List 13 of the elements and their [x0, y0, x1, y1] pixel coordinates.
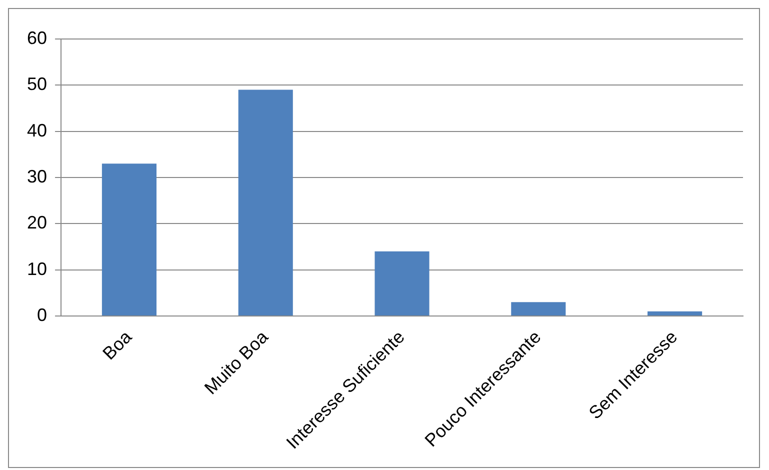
bar [374, 251, 430, 316]
bar [648, 311, 702, 316]
bar [102, 164, 156, 316]
x-tick-label: Boa [98, 326, 136, 364]
bar [238, 90, 293, 316]
y-tick-label: 10 [26, 258, 48, 279]
y-tick-label: 60 [26, 28, 48, 48]
y-tick-label: 30 [26, 166, 48, 186]
bar [511, 302, 566, 316]
y-tick-label: 40 [26, 120, 48, 140]
y-tick-label: 50 [26, 74, 48, 94]
y-tick-label: 0 [37, 304, 48, 325]
y-tick-label: 20 [26, 212, 48, 233]
